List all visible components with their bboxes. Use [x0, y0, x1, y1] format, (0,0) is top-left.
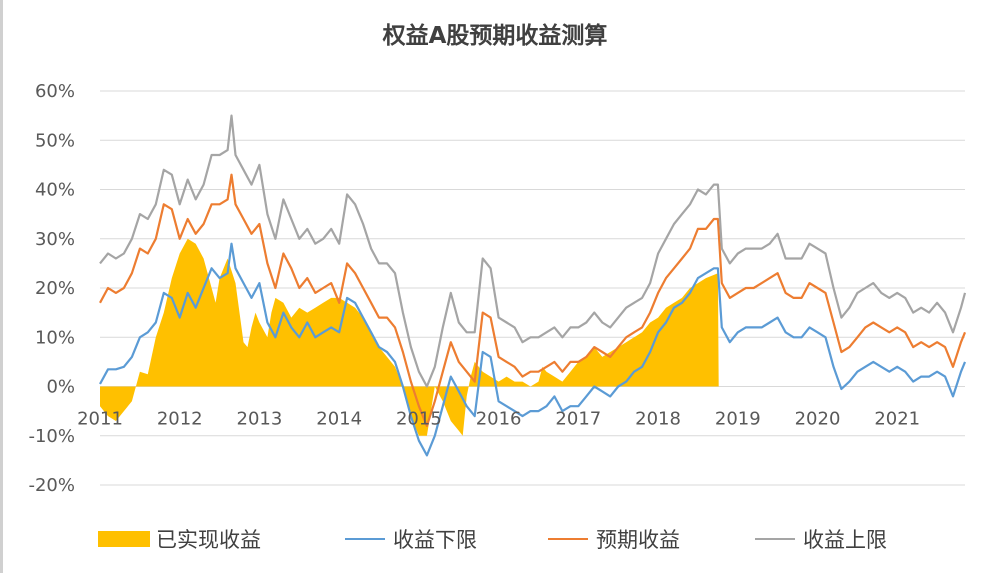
- line-series-expected: [99, 173, 967, 427]
- y-tick-label: -20%: [28, 475, 75, 496]
- y-tick-label: 20%: [35, 278, 75, 299]
- legend-label-upper: 收益上限: [803, 528, 887, 552]
- x-tick-label: 2011: [77, 409, 123, 430]
- x-tick-label: 2017: [555, 409, 601, 430]
- x-axis-tick-labels: 2011 2012 2013 2014 2015 2016 2017 2018 2019 2020…: [77, 409, 920, 430]
- chart-title: 权益A股预期收益测算: [382, 23, 608, 49]
- legend-item-realized: 已实现收益: [98, 524, 261, 554]
- line-series-upper-bound: [99, 114, 967, 388]
- legend-swatch-expected: [548, 538, 588, 540]
- x-tick-label: 2015: [396, 409, 442, 430]
- x-tick-label: 2021: [874, 409, 920, 430]
- x-tick-label: 2016: [476, 409, 522, 430]
- legend-swatch-lower: [345, 538, 385, 540]
- x-tick-label: 2019: [715, 409, 761, 430]
- x-tick-label: 2014: [316, 409, 362, 430]
- legend-swatch-realized: [98, 531, 150, 547]
- legend: 已实现收益 收益下限 预期收益 收益上限: [0, 524, 990, 560]
- x-tick-label: 2018: [635, 409, 681, 430]
- x-tick-label: 2013: [237, 409, 283, 430]
- x-tick-label: 2020: [795, 409, 841, 430]
- area-series-realized: [100, 238, 719, 436]
- line-series-layer: [99, 114, 967, 457]
- y-tick-label: -10%: [28, 426, 75, 447]
- legend-label-lower: 收益下限: [393, 528, 477, 552]
- legend-swatch-upper: [755, 538, 795, 540]
- y-tick-label: 30%: [35, 229, 75, 250]
- y-tick-label: 60%: [35, 81, 75, 102]
- y-tick-label: 10%: [35, 327, 75, 348]
- legend-item-lower: 收益下限: [345, 524, 477, 554]
- y-tick-label: 40%: [35, 180, 75, 201]
- legend-item-upper: 收益上限: [755, 524, 887, 554]
- legend-label-realized: 已实现收益: [156, 528, 261, 552]
- x-tick-label: 2012: [157, 409, 203, 430]
- area-series-layer: [100, 238, 719, 436]
- y-axis-tick-labels: 60% 50% 40% 30% 20% 10% 0% -10% -20%: [28, 81, 75, 496]
- legend-item-expected: 预期收益: [548, 524, 680, 554]
- y-tick-label: 50%: [35, 130, 75, 151]
- line-series-lower-bound: [99, 242, 967, 457]
- y-tick-label: 0%: [46, 377, 75, 398]
- frame-border: [0, 0, 3, 573]
- legend-label-expected: 预期收益: [596, 528, 680, 552]
